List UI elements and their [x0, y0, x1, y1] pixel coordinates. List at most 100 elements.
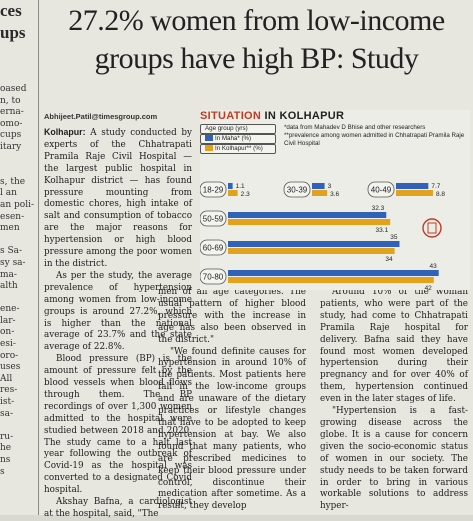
article-column-2: men of all age categories. The usual pat… [158, 287, 306, 513]
side-text-line: l an [0, 188, 17, 199]
infographic-title-part1: SITUATION [200, 110, 262, 122]
side-text-line: uses [0, 362, 21, 373]
bar-chart: 18-29 1.12.3 30-39 33.6 40-49 7.78.8 50-59 32.3… [200, 181, 445, 290]
value-label-maha: 3 [328, 183, 332, 190]
paragraph-1-text: A study conducted by experts of the Chha… [44, 128, 192, 269]
value-label-maha: 43 [429, 263, 437, 270]
value-label-kolhapur: 34 [385, 256, 393, 263]
side-text-line: s [0, 466, 5, 477]
side-text-line: ist- [0, 397, 15, 408]
column-divider [38, 0, 39, 515]
paragraph-6: "We found definite causes for hypertensi… [158, 346, 306, 512]
source-note-1: *data from Mahadev D Bhise and other res… [284, 124, 426, 131]
side-text-line: ene- [0, 304, 20, 315]
side-text-line: oro- [0, 350, 19, 361]
category-label: 70-80 [203, 273, 224, 282]
value-label-maha: 35 [390, 234, 398, 241]
paragraph-8: "Hypertension is a fast-growing disease … [320, 406, 468, 512]
age-group-pill [200, 181, 227, 198]
value-label-maha: 7.7 [431, 183, 440, 190]
side-text-line: s, the [0, 176, 26, 187]
paragraph-2: As per the study, the average prevalence… [44, 270, 192, 353]
bar-kolhapur [312, 190, 328, 196]
side-text-line: esen- [0, 211, 25, 222]
category-label: 50-59 [203, 215, 224, 224]
article-column-3: Around 10% of the woman patients, who we… [320, 287, 468, 513]
legend-item-kolhapur: In Kolhapur** (%) [200, 144, 276, 154]
bar-maha [312, 183, 325, 189]
source-notes: *data from Mahadev D Bhise and other res… [284, 124, 469, 148]
hospital-icon-building [427, 222, 437, 234]
paragraph-3: Blood pressure (BP) is the amount of pre… [44, 354, 192, 496]
bar-maha [228, 212, 387, 218]
chart-legend: Age group (yrs) In Maha* (%) In Kolhapur… [200, 124, 470, 164]
bar-maha [396, 183, 429, 189]
value-label-kolhapur: 8.8 [436, 191, 445, 198]
side-text-line: omo- [0, 118, 23, 129]
value-label-kolhapur: 2.3 [241, 191, 250, 198]
side-text-line: cups [0, 130, 22, 141]
age-group-pill [283, 181, 311, 198]
side-text-line [0, 293, 36, 305]
maha-swatch [205, 135, 213, 142]
infographic-title: SITUATION IN KOLHAPUR [200, 110, 344, 122]
bar-kolhapur [228, 190, 238, 196]
legend-item-kolhapur-label: In Kolhapur** (%) [215, 145, 263, 152]
side-text-line: itary [0, 141, 22, 152]
legend-item-maha: In Maha* (%) [200, 134, 276, 144]
value-label-maha: 1.1 [236, 183, 245, 190]
category-label: 18-29 [203, 186, 224, 195]
bar-maha [228, 241, 400, 247]
side-text-line: s Sa- [0, 246, 23, 257]
side-text-line: men [0, 223, 20, 234]
paragraph-5: men of all age categories. The usual pat… [158, 287, 306, 345]
bar-kolhapur [396, 190, 433, 196]
category-label: 30-39 [287, 186, 308, 195]
value-label-kolhapur: 3.6 [330, 191, 339, 198]
side-text-line [0, 235, 36, 247]
paragraph-1: Kolhapur: A study conducted by experts o… [44, 127, 192, 271]
bar-maha [228, 270, 439, 276]
legend-header: Age group (yrs) [200, 124, 276, 134]
side-text-line: on- [0, 327, 15, 338]
spacer [0, 44, 36, 84]
value-label-maha: 32.3 [372, 205, 385, 212]
byline: Abhijeet.Patil@timesgroup.com [44, 112, 158, 121]
side-text-line: ma- [0, 269, 17, 280]
side-text-line: he [0, 443, 12, 454]
paragraph-7: Around 10% of the woman patients, who we… [320, 287, 468, 405]
side-text-line: n, to [0, 95, 21, 106]
category-label: 60-69 [203, 244, 224, 253]
side-text-line: sy sa- [0, 257, 26, 268]
article-column-1: Kolhapur: A study conducted by experts o… [44, 127, 192, 521]
side-heading: ups [0, 23, 26, 42]
age-group-pill [200, 268, 227, 285]
paragraph-4: Akshay Bafna, a cardiologist at the hosp… [44, 497, 192, 519]
value-label-kolhapur: 42 [425, 285, 433, 290]
bar-maha [228, 183, 233, 189]
age-group-pill [367, 181, 395, 198]
age-group-pill [200, 239, 227, 256]
side-text-line: lar- [0, 315, 16, 326]
side-heading: ces [0, 1, 22, 20]
side-text-line [0, 420, 36, 432]
legend-item-maha-label: In Maha* (%) [215, 135, 252, 142]
category-label: 40-49 [371, 186, 392, 195]
source-note-2: **prevalence among women admitted in Chh… [284, 132, 465, 147]
side-text-line: erna- [0, 107, 24, 118]
side-text-line [0, 165, 36, 177]
kolhapur-swatch [205, 145, 213, 152]
bar-kolhapur [228, 277, 434, 283]
article-headline: 27.2% women from low-income groups have … [68, 4, 445, 75]
side-text-line: All [0, 373, 13, 384]
adjacent-article-column: ces ups oased n, to erna-omo-cups itary s, th… [0, 0, 36, 515]
side-text-line: res- [0, 385, 18, 396]
bar-kolhapur [228, 248, 395, 254]
hospital-icon [422, 218, 442, 238]
side-text-line: oased [0, 84, 27, 94]
legend-header-text: Age group (yrs) [205, 125, 248, 132]
dateline: Kolhapur: [44, 127, 86, 137]
age-group-pill [200, 210, 227, 227]
side-text-line: esi- [0, 339, 16, 350]
